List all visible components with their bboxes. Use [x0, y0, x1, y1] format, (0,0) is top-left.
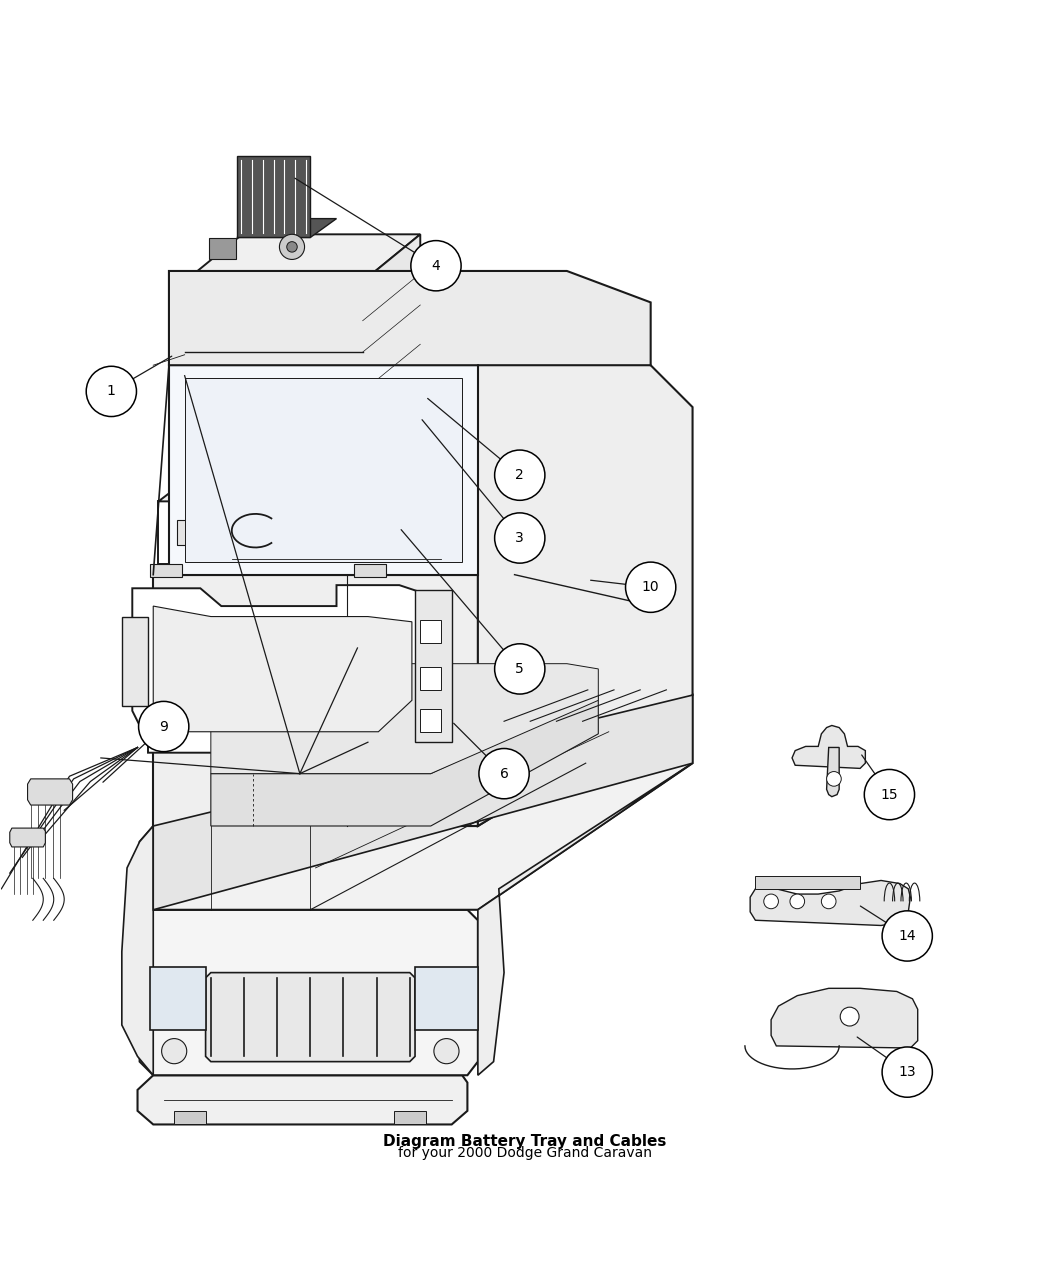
Text: 2: 2 [516, 468, 524, 482]
Polygon shape [140, 695, 693, 910]
Polygon shape [415, 590, 452, 742]
Polygon shape [394, 1111, 425, 1125]
Polygon shape [211, 664, 598, 774]
Polygon shape [153, 606, 412, 732]
Circle shape [139, 701, 189, 752]
Polygon shape [420, 620, 441, 643]
Circle shape [840, 1007, 859, 1026]
Polygon shape [362, 235, 420, 439]
Text: 5: 5 [516, 662, 524, 676]
Polygon shape [122, 617, 148, 705]
Polygon shape [354, 565, 385, 576]
Polygon shape [159, 501, 373, 565]
Polygon shape [211, 695, 598, 826]
Polygon shape [755, 876, 860, 889]
Circle shape [495, 513, 545, 564]
Polygon shape [237, 218, 336, 237]
Polygon shape [169, 272, 651, 365]
Polygon shape [27, 779, 72, 805]
Circle shape [790, 894, 804, 909]
Text: 3: 3 [516, 530, 524, 544]
Text: Diagram Battery Tray and Cables: Diagram Battery Tray and Cables [383, 1133, 667, 1149]
Polygon shape [153, 695, 693, 910]
Polygon shape [150, 565, 182, 576]
Polygon shape [237, 156, 311, 237]
Text: 9: 9 [160, 719, 168, 733]
Circle shape [287, 242, 297, 252]
Polygon shape [132, 585, 430, 752]
Text: for your 2000 Dodge Grand Caravan: for your 2000 Dodge Grand Caravan [398, 1146, 652, 1160]
Polygon shape [209, 238, 236, 259]
Text: 13: 13 [899, 1065, 916, 1079]
Circle shape [479, 748, 529, 798]
Polygon shape [420, 709, 441, 732]
Polygon shape [150, 968, 206, 1030]
Circle shape [162, 1039, 187, 1063]
Circle shape [626, 562, 676, 612]
Circle shape [411, 241, 461, 291]
Polygon shape [750, 881, 910, 926]
Circle shape [882, 1047, 932, 1098]
Polygon shape [9, 827, 45, 847]
Circle shape [434, 1039, 459, 1063]
Polygon shape [478, 764, 693, 1075]
Polygon shape [185, 235, 420, 282]
Polygon shape [153, 575, 478, 826]
Polygon shape [122, 826, 153, 1075]
Polygon shape [185, 377, 462, 562]
Polygon shape [169, 365, 478, 575]
Polygon shape [177, 518, 391, 546]
Polygon shape [140, 910, 478, 1075]
Circle shape [864, 769, 915, 820]
Circle shape [495, 644, 545, 694]
Polygon shape [420, 667, 441, 690]
Text: 4: 4 [432, 259, 440, 273]
Text: 14: 14 [899, 929, 916, 944]
Text: 10: 10 [642, 580, 659, 594]
Polygon shape [792, 725, 865, 769]
Circle shape [86, 366, 136, 417]
Polygon shape [206, 973, 415, 1062]
Polygon shape [159, 462, 425, 501]
Polygon shape [138, 1075, 467, 1125]
Polygon shape [174, 1111, 206, 1125]
Text: 15: 15 [881, 788, 898, 802]
Polygon shape [478, 344, 693, 826]
Polygon shape [373, 462, 425, 565]
Text: 1: 1 [107, 384, 116, 398]
Circle shape [763, 894, 778, 909]
Circle shape [279, 235, 304, 259]
Polygon shape [185, 282, 362, 439]
Polygon shape [177, 520, 354, 546]
Polygon shape [415, 968, 478, 1030]
Circle shape [495, 450, 545, 500]
Polygon shape [826, 747, 839, 797]
Circle shape [882, 910, 932, 961]
Polygon shape [771, 988, 918, 1048]
Circle shape [821, 894, 836, 909]
Text: 6: 6 [500, 766, 508, 780]
Circle shape [826, 771, 841, 787]
